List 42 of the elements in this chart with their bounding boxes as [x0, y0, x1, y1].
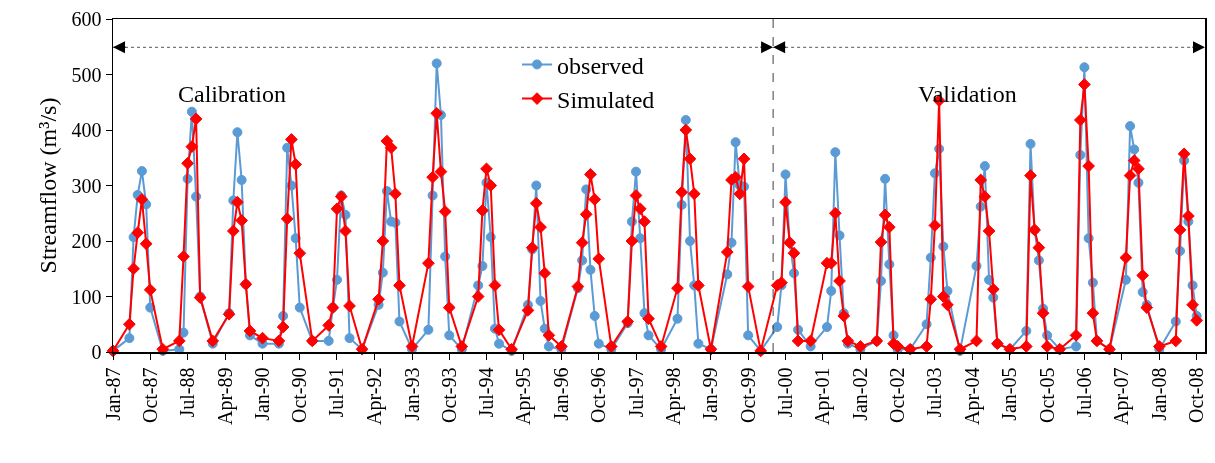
x-tick-label: Apr-07 [1110, 367, 1134, 425]
x-tick-label: Oct-05 [1035, 367, 1058, 424]
y-tick-label: 400 [71, 119, 102, 141]
x-tick-label: Oct-99 [736, 367, 759, 424]
x-tick-label: Apr-98 [661, 367, 685, 425]
y-tick-label: 500 [71, 63, 102, 86]
y-tick-label: 300 [71, 174, 102, 197]
x-tick-label: Jan-05 [998, 367, 1021, 421]
x-tick-label: Apr-89 [213, 367, 237, 425]
x-tick-label: Jan-99 [699, 367, 722, 421]
x-tick-label: Jul-91 [325, 367, 348, 418]
legend-label: observed [557, 52, 644, 79]
x-tick-label: Oct-93 [437, 367, 460, 424]
x-tick-label: Jul-94 [475, 367, 497, 418]
x-tick-label: Jan-02 [848, 367, 871, 421]
x-tick-label: Jan-87 [101, 367, 124, 421]
x-tick-label: Oct-08 [1185, 367, 1208, 424]
x-tick-label: Oct-90 [288, 367, 311, 424]
x-tick-label: Jul-00 [774, 367, 797, 418]
x-tick-label: Oct-87 [138, 367, 161, 424]
x-tick-label: Oct-96 [587, 367, 610, 424]
y-tick-label: 0 [91, 341, 102, 363]
x-tick-label: Jan-96 [549, 367, 572, 421]
x-tick-label: Jul-88 [176, 367, 199, 418]
annotation: Validation [918, 81, 1017, 107]
x-tick-label: Jul-03 [923, 367, 946, 418]
x-tick-label: Jan-90 [251, 367, 274, 421]
x-tick-label: Jan-08 [1147, 367, 1170, 421]
y-tick-label: 100 [71, 285, 102, 308]
x-tick-label: Jul-97 [624, 367, 647, 418]
y-tick-label: 600 [71, 8, 102, 30]
x-tick-label: Jan-93 [400, 367, 423, 421]
annotation: Calibration [178, 81, 286, 107]
x-tick-label: Oct-02 [886, 367, 909, 424]
y-tick-label: 200 [71, 230, 102, 252]
y-axis-title: Streamflow (m³/s) [34, 97, 61, 274]
x-tick-label: Apr-04 [960, 367, 984, 425]
x-tick-label: Apr-95 [512, 367, 536, 425]
x-tick-label: Apr-92 [363, 367, 387, 425]
legend-label: Simulated [557, 86, 655, 113]
x-tick-label: Apr-01 [811, 367, 835, 425]
x-tick-label: Jul-06 [1072, 367, 1095, 418]
